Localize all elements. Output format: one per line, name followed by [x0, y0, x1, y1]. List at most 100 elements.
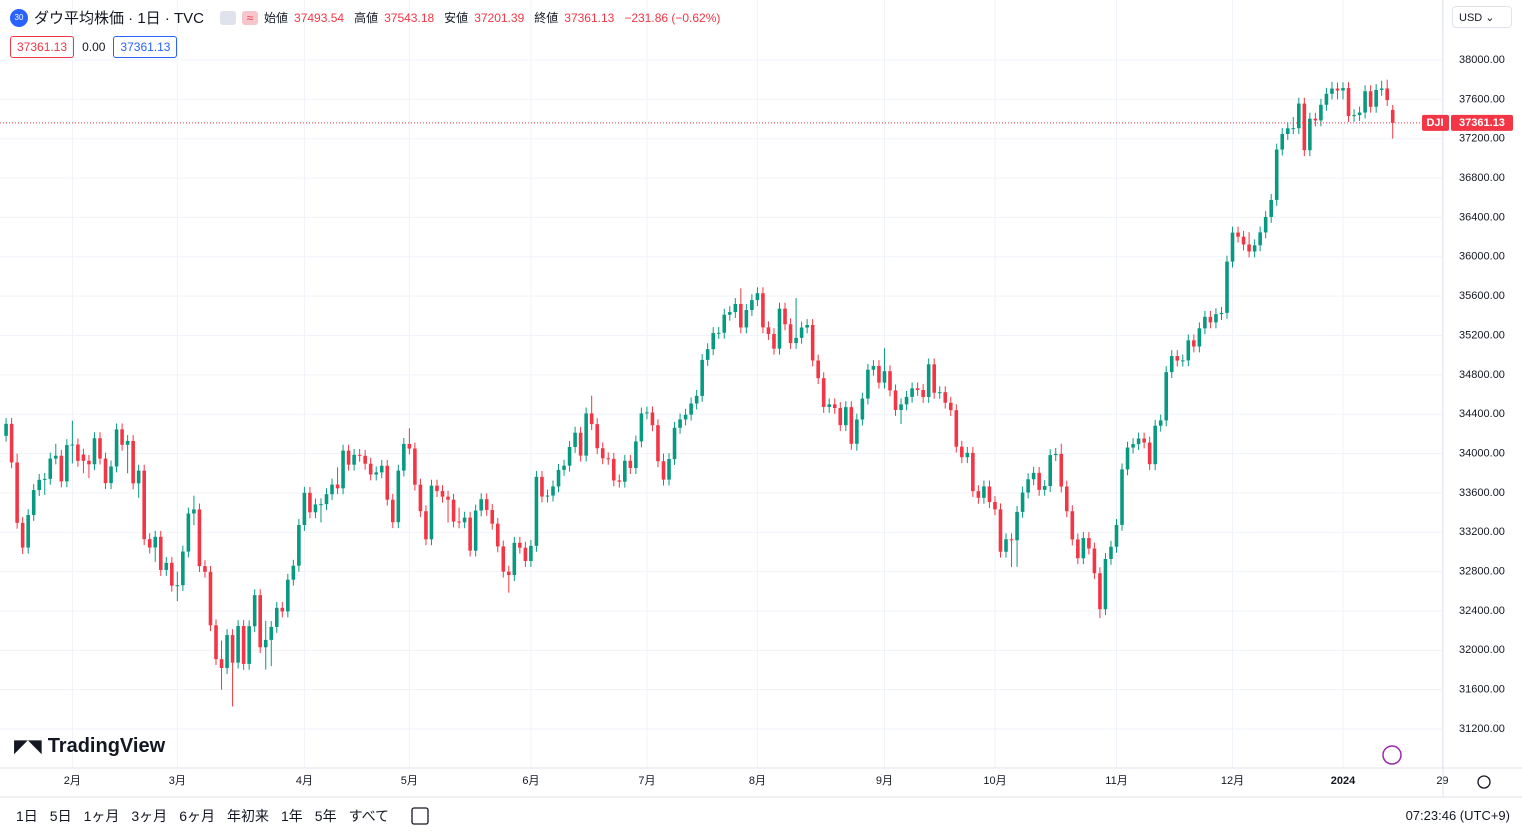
candle-body: [4, 423, 8, 436]
symbol-tag: [1422, 114, 1449, 131]
candle-body: [678, 419, 682, 428]
range-button[interactable]: 1日: [16, 808, 38, 824]
candle-body: [849, 407, 854, 444]
candle-body: [346, 450, 351, 465]
candle-body: [794, 337, 798, 344]
candle-body: [866, 369, 870, 399]
x-tick-label: 29: [1436, 775, 1448, 787]
candle-body: [650, 412, 655, 426]
candle-body: [589, 413, 594, 425]
candle-body: [131, 440, 135, 484]
candle-body: [15, 462, 19, 523]
candle-body: [269, 626, 274, 640]
symbol-tag-text: DJI: [1426, 117, 1443, 129]
alert-icon: [1382, 745, 1402, 765]
candle-body: [788, 324, 793, 344]
candle-body: [363, 455, 367, 464]
candle-body: [374, 472, 379, 475]
x-tick-label: 11月: [1105, 775, 1127, 787]
candle-body: [567, 446, 572, 466]
candle-body: [192, 509, 196, 514]
candle-body: [214, 625, 218, 660]
candle-body: [821, 378, 826, 407]
candle-body: [1214, 314, 1218, 323]
candle-body: [584, 413, 588, 456]
candle-body: [286, 579, 290, 612]
candle-body: [623, 460, 627, 482]
candle-body: [971, 452, 975, 492]
range-button[interactable]: 6ヶ月: [179, 808, 215, 824]
candle-body: [1297, 103, 1301, 129]
candle-body: [9, 423, 14, 463]
y-tick-label: 32000.00: [1459, 644, 1505, 656]
candle-body: [247, 626, 251, 664]
ohlc-label: 終値: [534, 11, 559, 25]
candle-body: [197, 509, 202, 567]
y-tick-label: 36000.00: [1459, 251, 1505, 263]
candle-body: [750, 300, 754, 311]
candle-body: [280, 607, 285, 612]
candle-body: [993, 502, 997, 510]
candle-body: [573, 432, 577, 447]
candle-body: [705, 349, 710, 360]
candle-body: [297, 524, 301, 566]
candle-body: [727, 312, 732, 315]
compare-button[interactable]: ≈: [242, 10, 259, 25]
y-tick-label: 32400.00: [1459, 605, 1505, 617]
candle-body: [263, 639, 268, 648]
range-button[interactable]: すべて: [348, 808, 390, 824]
candle-body: [1015, 511, 1019, 541]
candle-body: [1335, 88, 1340, 91]
logo-icon: ◤◥: [14, 736, 42, 756]
candle-body: [1053, 453, 1058, 456]
candle-body: [147, 539, 152, 548]
candle-body: [960, 446, 964, 458]
candle-body: [418, 484, 423, 512]
candle-body: [816, 360, 820, 379]
candle-body: [241, 626, 246, 664]
x-tick-label: 8月: [749, 775, 766, 787]
range-button[interactable]: 3ヶ月: [131, 808, 168, 824]
currency-select[interactable]: USD ⌄: [1452, 6, 1512, 28]
candle-body: [219, 659, 224, 669]
candle-body: [20, 522, 25, 548]
candle-body: [446, 496, 450, 500]
candle-body: [921, 390, 925, 397]
y-tick-label: 33600.00: [1459, 487, 1505, 499]
candle-body: [236, 626, 240, 663]
candle-body: [1357, 112, 1362, 116]
hide-button[interactable]: [220, 10, 237, 25]
candle-body: [844, 407, 848, 426]
range-button[interactable]: 5年: [314, 808, 337, 824]
candle-body: [31, 490, 36, 516]
range-button[interactable]: 1ヶ月: [83, 808, 120, 824]
symbol[interactable]: ダウ平均株価 · 1日 · TVC: [34, 10, 205, 27]
candle-body: [943, 392, 948, 403]
candle-body: [274, 607, 279, 627]
candle-body: [617, 480, 622, 482]
change: −231.86 (−0.62%): [624, 10, 721, 25]
range-button[interactable]: 5日: [49, 808, 72, 824]
candle-body: [1064, 486, 1069, 512]
candle-body: [634, 441, 638, 469]
candle-body: [424, 511, 428, 540]
range-button[interactable]: 年初来: [226, 808, 269, 824]
candle-body: [1114, 524, 1119, 547]
candle-body: [385, 465, 390, 500]
candle-body: [308, 492, 312, 513]
candle-body: [932, 364, 936, 393]
candle-body: [1087, 538, 1091, 549]
candle-body: [683, 414, 688, 420]
candle-body: [186, 513, 191, 552]
x-tick-label: 9月: [876, 775, 893, 787]
candle-body: [600, 448, 605, 459]
candle-body: [512, 542, 517, 576]
candle-body: [529, 545, 533, 561]
candle-body: [656, 425, 660, 462]
range-button[interactable]: 1年: [280, 808, 303, 824]
candle-body: [1186, 340, 1191, 361]
ohlc-value: 37493.54: [294, 10, 345, 25]
candle-body: [954, 410, 959, 447]
candle-body: [1136, 438, 1141, 445]
